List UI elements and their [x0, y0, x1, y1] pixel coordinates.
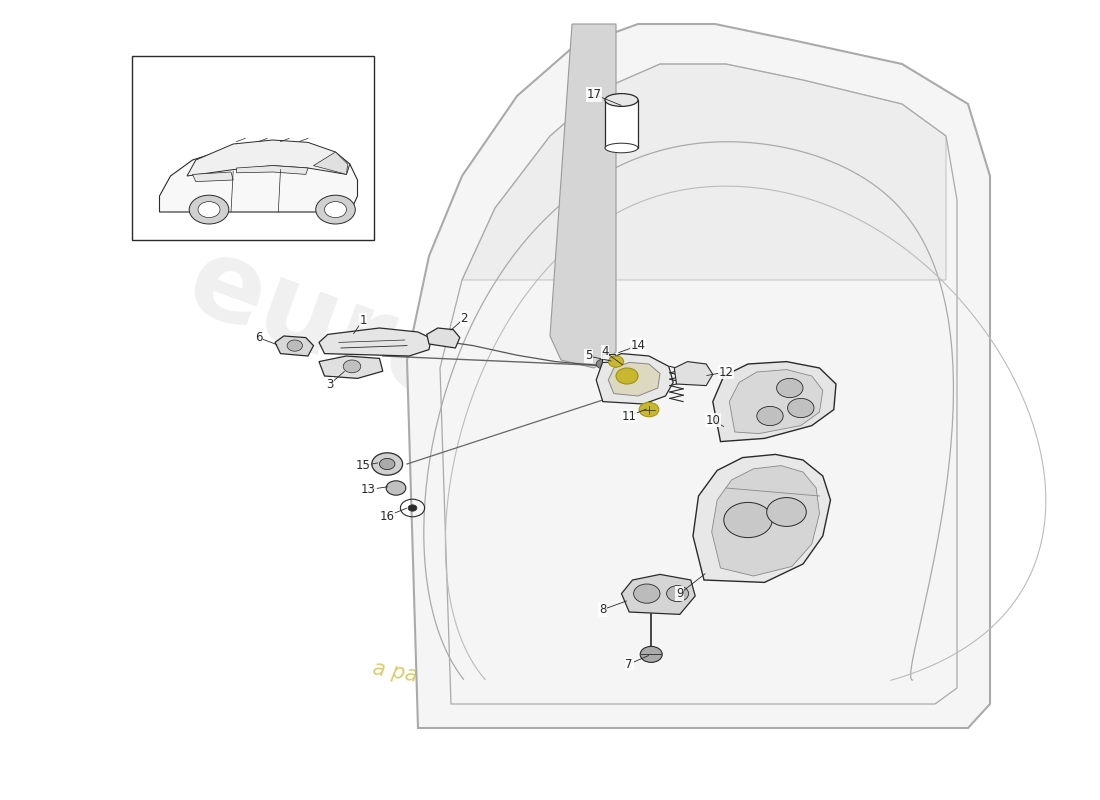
- Text: 14: 14: [630, 339, 646, 352]
- Polygon shape: [713, 362, 836, 442]
- Circle shape: [408, 505, 417, 511]
- Text: 17: 17: [586, 88, 602, 101]
- Polygon shape: [596, 354, 673, 404]
- Polygon shape: [621, 574, 695, 614]
- Bar: [132, 56, 374, 240]
- Text: 8: 8: [600, 603, 606, 616]
- Text: eurocarparts: eurocarparts: [173, 227, 971, 605]
- Circle shape: [608, 356, 624, 367]
- Text: 6: 6: [255, 331, 262, 344]
- Text: 3: 3: [327, 378, 333, 390]
- Text: 10: 10: [705, 414, 720, 426]
- Polygon shape: [187, 140, 350, 176]
- Polygon shape: [550, 24, 616, 368]
- Circle shape: [189, 195, 229, 224]
- Circle shape: [639, 402, 659, 417]
- Polygon shape: [319, 356, 383, 378]
- Circle shape: [343, 360, 361, 373]
- Circle shape: [777, 378, 803, 398]
- Ellipse shape: [605, 143, 638, 153]
- Circle shape: [198, 202, 220, 218]
- Text: 13: 13: [361, 483, 376, 496]
- Polygon shape: [319, 328, 431, 356]
- Circle shape: [724, 502, 772, 538]
- Circle shape: [324, 202, 346, 218]
- Text: 11: 11: [621, 410, 637, 422]
- Polygon shape: [407, 24, 990, 728]
- Circle shape: [757, 406, 783, 426]
- Polygon shape: [236, 166, 308, 174]
- Polygon shape: [427, 328, 460, 348]
- Polygon shape: [275, 336, 314, 356]
- Text: a passion for parts since 1985: a passion for parts since 1985: [371, 659, 685, 733]
- Text: 9: 9: [676, 587, 683, 600]
- Circle shape: [386, 481, 406, 495]
- Text: 1: 1: [360, 314, 366, 326]
- Bar: [605, 100, 638, 148]
- Polygon shape: [192, 172, 233, 182]
- Circle shape: [372, 453, 403, 475]
- Bar: [602, 354, 615, 362]
- Circle shape: [616, 368, 638, 384]
- Text: 16: 16: [379, 510, 395, 522]
- Circle shape: [640, 646, 662, 662]
- Ellipse shape: [605, 94, 638, 106]
- Circle shape: [634, 584, 660, 603]
- Circle shape: [287, 340, 303, 351]
- Circle shape: [596, 359, 609, 369]
- Circle shape: [379, 458, 395, 470]
- Circle shape: [788, 398, 814, 418]
- Polygon shape: [160, 144, 358, 212]
- Polygon shape: [693, 454, 830, 582]
- Circle shape: [767, 498, 806, 526]
- Text: 4: 4: [602, 346, 608, 358]
- Text: 12: 12: [718, 366, 734, 378]
- Text: 5: 5: [585, 350, 592, 362]
- Polygon shape: [462, 64, 946, 280]
- Text: 2: 2: [461, 312, 468, 325]
- Text: 15: 15: [355, 459, 371, 472]
- Polygon shape: [674, 362, 713, 386]
- Text: 7: 7: [626, 658, 632, 670]
- Polygon shape: [729, 370, 823, 434]
- Circle shape: [667, 586, 689, 602]
- Polygon shape: [608, 362, 660, 396]
- Circle shape: [316, 195, 355, 224]
- Polygon shape: [712, 466, 820, 576]
- Polygon shape: [314, 152, 348, 174]
